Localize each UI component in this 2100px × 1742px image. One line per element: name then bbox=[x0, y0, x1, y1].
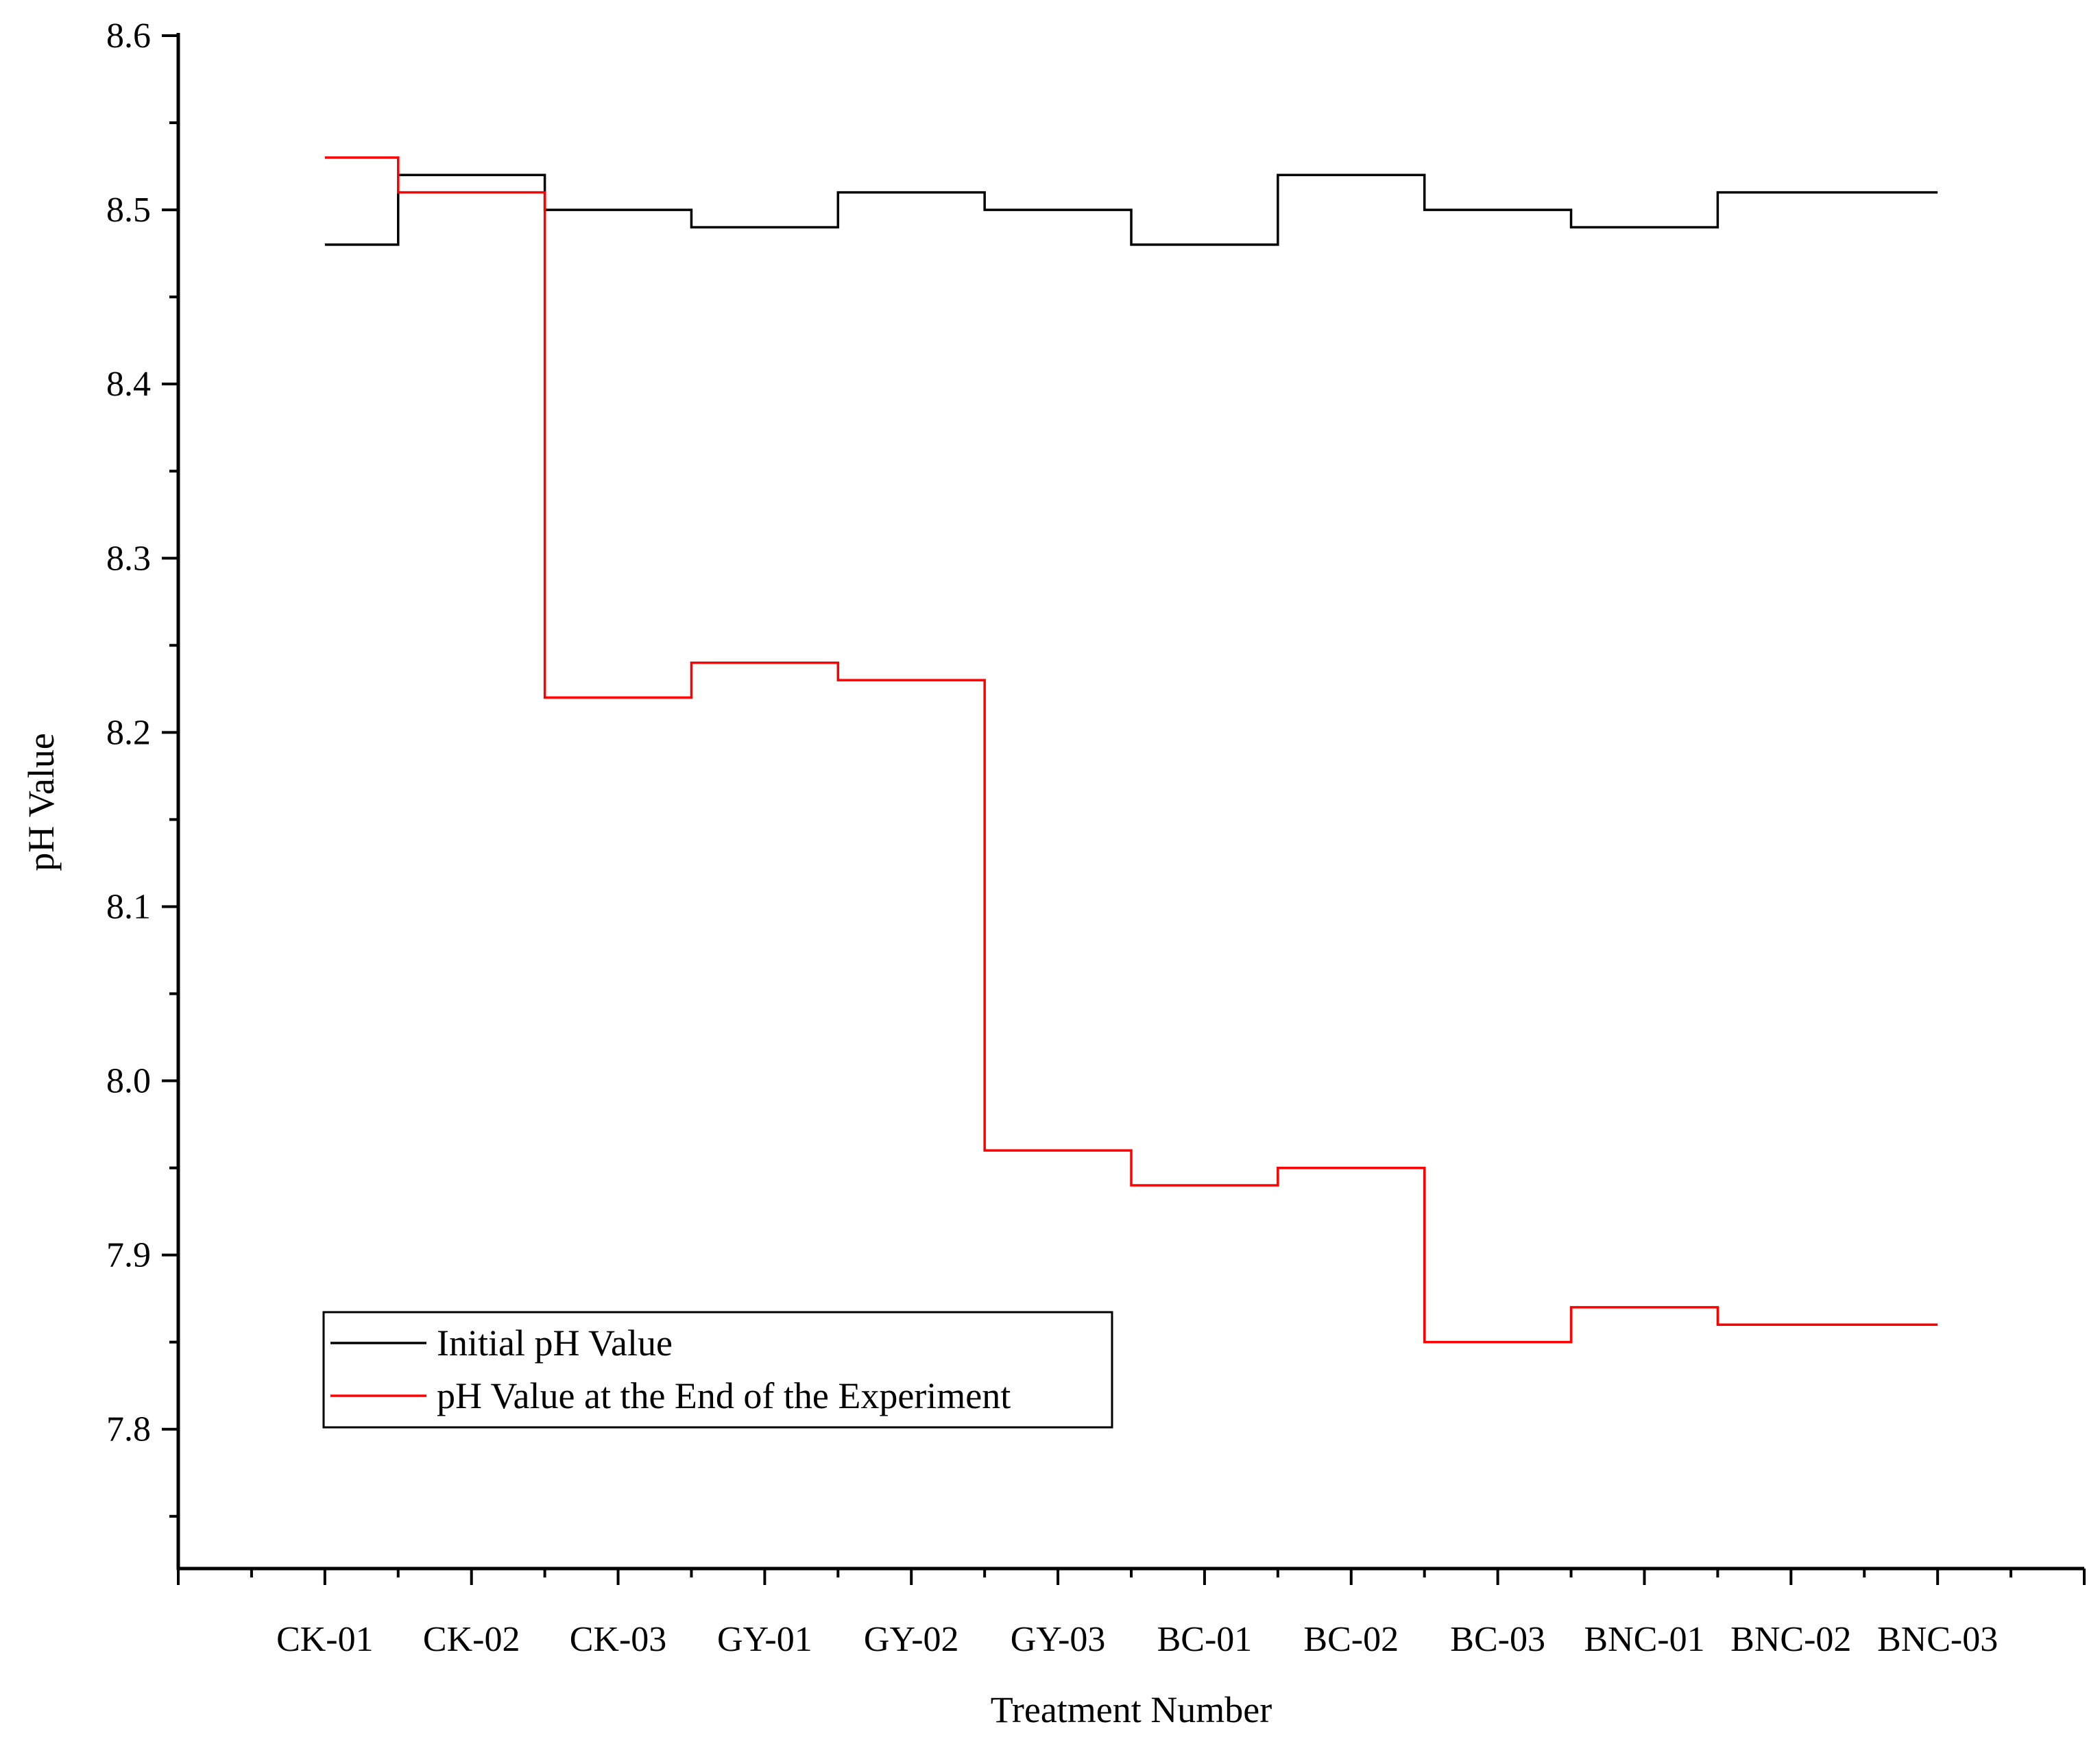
y-tick-label: 8.0 bbox=[106, 1062, 151, 1101]
x-tick-label: BNC-01 bbox=[1584, 1620, 1704, 1659]
legend-label-2: pH Value at the End of the Experiment bbox=[437, 1375, 1011, 1416]
y-axis-title: pH Value bbox=[21, 733, 62, 871]
y-tick-label: 8.5 bbox=[106, 191, 151, 230]
series-line-1 bbox=[324, 173, 1938, 246]
x-tick-label: BC-03 bbox=[1450, 1620, 1545, 1659]
legend-label-1: Initial pH Value bbox=[437, 1322, 673, 1364]
legend-box bbox=[322, 1311, 1113, 1429]
x-tick-label: CK-03 bbox=[570, 1620, 667, 1659]
x-tick-label: GY-03 bbox=[1011, 1620, 1106, 1659]
x-tick-label: BC-01 bbox=[1157, 1620, 1253, 1659]
y-tick-label: 8.2 bbox=[106, 713, 151, 752]
x-tick-label: GY-01 bbox=[717, 1620, 812, 1659]
series-layer bbox=[324, 156, 1938, 1344]
y-tick-label: 8.1 bbox=[106, 887, 151, 926]
x-tick-label: GY-02 bbox=[864, 1620, 959, 1659]
y-tick-label: 8.6 bbox=[106, 16, 151, 56]
series-line-2 bbox=[324, 156, 1938, 1344]
x-tick-label: BC-02 bbox=[1303, 1620, 1399, 1659]
y-tick-label: 8.4 bbox=[106, 365, 151, 404]
x-tick-label: CK-02 bbox=[423, 1620, 520, 1659]
y-tick-label: 8.3 bbox=[106, 539, 151, 578]
y-tick-label: 7.9 bbox=[106, 1236, 151, 1275]
x-tick-label: CK-01 bbox=[276, 1620, 374, 1659]
legend: Initial pH Value pH Value at the End of t… bbox=[322, 1311, 1113, 1429]
x-axis-title: Treatment Number bbox=[991, 1689, 1272, 1730]
x-tick-label: BNC-02 bbox=[1730, 1620, 1851, 1659]
x-tick-label: BNC-03 bbox=[1877, 1620, 1998, 1659]
y-tick-label: 7.8 bbox=[106, 1410, 151, 1449]
axes: 7.8 7.9 8.0 8.1 8.2 8.3 8.4 8.5 8.6 CK-01 CK-02 CK-… bbox=[106, 16, 2086, 1659]
